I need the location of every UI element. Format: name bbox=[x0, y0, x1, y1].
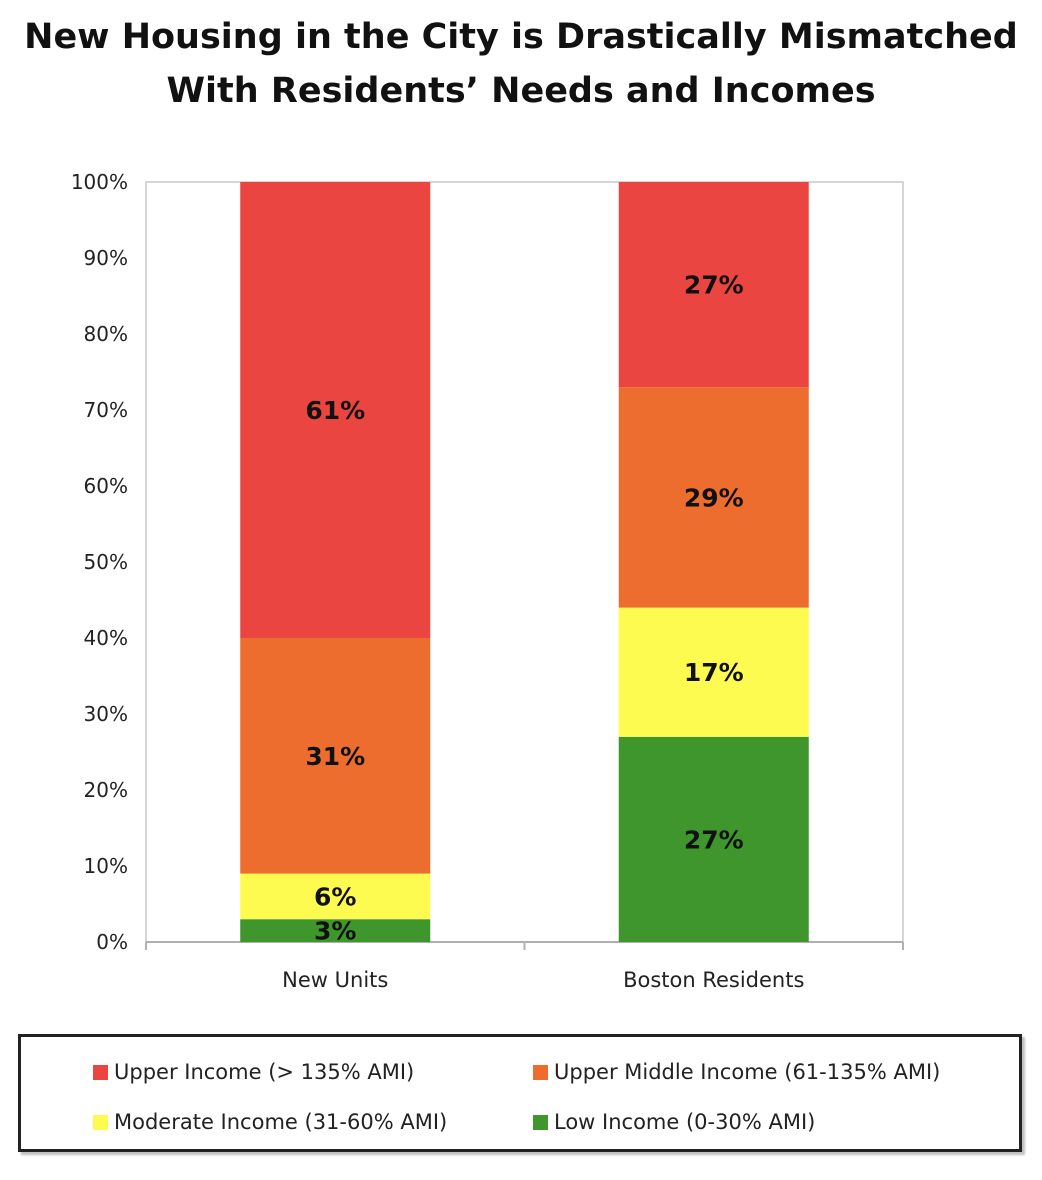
chart-title: New Housing in the City is Drastically M… bbox=[24, 17, 1018, 111]
bar-segment bbox=[240, 919, 431, 942]
data-label: 6% bbox=[314, 882, 356, 911]
legend-label: Upper Middle Income (61-135% AMI) bbox=[554, 1060, 941, 1084]
bar-segment bbox=[240, 873, 431, 920]
bar-segment bbox=[240, 638, 431, 874]
legend-item: Upper Income (> 135% AMI) bbox=[93, 1060, 414, 1084]
y-tick-label: 40% bbox=[84, 626, 128, 650]
y-tick-label: 0% bbox=[96, 930, 128, 954]
y-tick-label: 70% bbox=[84, 398, 128, 422]
bar-segment bbox=[618, 182, 809, 388]
legend-label: Moderate Income (31-60% AMI) bbox=[114, 1110, 448, 1134]
data-label: 31% bbox=[305, 742, 365, 771]
data-label: 17% bbox=[684, 658, 744, 687]
bar-segment bbox=[618, 387, 809, 608]
legend-swatch bbox=[533, 1114, 548, 1130]
y-tick-label: 80% bbox=[84, 322, 128, 346]
stacked-bar-chart: 0% 10% 20% 30% 40% 50% 60% 70% 80% 90% 100% 3% 6% 31%… bbox=[71, 170, 904, 992]
legend-item: Moderate Income (31-60% AMI) bbox=[93, 1110, 447, 1134]
bar-segment bbox=[240, 182, 431, 638]
legend-swatch bbox=[93, 1114, 108, 1130]
y-tick-label: 30% bbox=[84, 702, 128, 726]
data-label: 27% bbox=[684, 825, 744, 854]
legend-swatch bbox=[533, 1064, 548, 1080]
legend-label: Low Income (0-30% AMI) bbox=[554, 1110, 816, 1134]
y-tick-label: 20% bbox=[84, 778, 128, 802]
y-tick-label: 100% bbox=[71, 170, 128, 194]
y-tick-label: 50% bbox=[84, 550, 128, 574]
data-label: 29% bbox=[684, 483, 744, 512]
category-label: New Units bbox=[282, 968, 388, 992]
legend-swatch bbox=[93, 1064, 108, 1080]
data-label: 3% bbox=[314, 917, 356, 946]
y-tick-label: 60% bbox=[84, 474, 128, 498]
category-label: Boston Residents bbox=[623, 968, 804, 992]
data-label: 61% bbox=[305, 396, 365, 425]
legend-label: Upper Income (> 135% AMI) bbox=[114, 1060, 415, 1084]
y-tick-label: 90% bbox=[84, 246, 128, 270]
legend-item: Low Income (0-30% AMI) bbox=[533, 1110, 815, 1134]
y-tick-label: 10% bbox=[84, 854, 128, 878]
data-label: 27% bbox=[684, 271, 744, 300]
legend-item: Upper Middle Income (61-135% AMI) bbox=[533, 1060, 940, 1084]
bar-segment bbox=[618, 607, 809, 737]
bar-segment bbox=[618, 736, 809, 942]
chart-legend: Upper Income (> 135% AMI) Upper Middle In… bbox=[18, 1034, 1022, 1152]
